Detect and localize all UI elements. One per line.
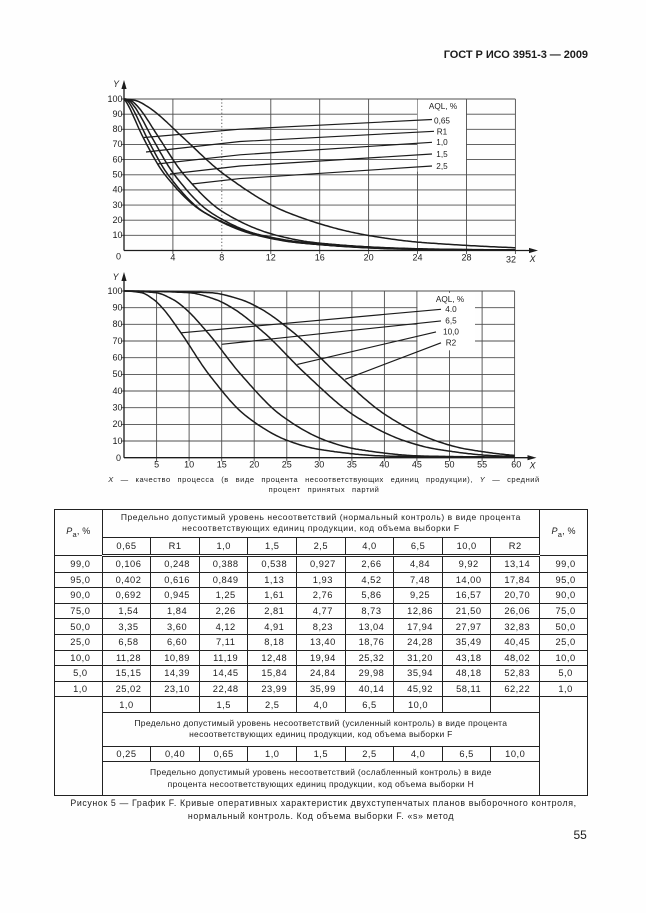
svg-text:30: 30 bbox=[314, 460, 324, 470]
svg-text:AQL, %: AQL, % bbox=[436, 295, 464, 304]
svg-text:15: 15 bbox=[217, 460, 227, 470]
svg-text:30: 30 bbox=[112, 403, 122, 413]
svg-text:0,65: 0,65 bbox=[434, 116, 450, 125]
svg-text:60: 60 bbox=[112, 154, 122, 164]
svg-text:1,5: 1,5 bbox=[436, 150, 448, 159]
svg-text:60: 60 bbox=[511, 460, 521, 470]
svg-text:12: 12 bbox=[266, 253, 276, 263]
svg-text:40: 40 bbox=[379, 460, 389, 470]
svg-text:2,5: 2,5 bbox=[436, 162, 448, 171]
svg-text:25: 25 bbox=[282, 460, 292, 470]
svg-text:50: 50 bbox=[112, 170, 122, 180]
svg-text:90: 90 bbox=[112, 303, 122, 313]
svg-text:X: X bbox=[529, 254, 537, 264]
svg-text:Y: Y bbox=[113, 272, 120, 282]
svg-text:8: 8 bbox=[219, 253, 224, 263]
svg-text:90: 90 bbox=[112, 109, 122, 119]
svg-text:100: 100 bbox=[107, 286, 122, 296]
svg-text:40: 40 bbox=[112, 185, 122, 195]
svg-text:80: 80 bbox=[112, 124, 122, 134]
svg-text:4.0: 4.0 bbox=[445, 305, 457, 314]
svg-text:35: 35 bbox=[347, 460, 357, 470]
svg-text:5: 5 bbox=[154, 460, 159, 470]
svg-text:70: 70 bbox=[112, 336, 122, 346]
svg-text:20: 20 bbox=[364, 253, 374, 263]
svg-text:10: 10 bbox=[184, 460, 194, 470]
svg-text:24: 24 bbox=[412, 253, 422, 263]
svg-text:4: 4 bbox=[170, 253, 175, 263]
svg-text:20: 20 bbox=[112, 215, 122, 225]
svg-text:10,0: 10,0 bbox=[443, 328, 459, 337]
svg-text:R1: R1 bbox=[437, 128, 448, 137]
svg-text:Y: Y bbox=[113, 79, 120, 89]
svg-text:X: X bbox=[529, 461, 537, 471]
svg-text:32: 32 bbox=[506, 255, 516, 265]
svg-text:80: 80 bbox=[112, 319, 122, 329]
svg-text:16: 16 bbox=[315, 253, 325, 263]
svg-text:70: 70 bbox=[112, 139, 122, 149]
svg-text:20: 20 bbox=[112, 419, 122, 429]
svg-text:45: 45 bbox=[412, 460, 422, 470]
svg-text:6,5: 6,5 bbox=[445, 317, 457, 326]
svg-text:50: 50 bbox=[112, 369, 122, 379]
svg-text:30: 30 bbox=[112, 200, 122, 210]
svg-text:R2: R2 bbox=[446, 339, 457, 348]
svg-text:28: 28 bbox=[461, 253, 471, 263]
svg-text:100: 100 bbox=[107, 94, 122, 104]
svg-text:55: 55 bbox=[477, 460, 487, 470]
svg-text:50: 50 bbox=[444, 460, 454, 470]
svg-text:10: 10 bbox=[112, 436, 122, 446]
svg-text:60: 60 bbox=[112, 353, 122, 363]
svg-text:0: 0 bbox=[116, 252, 121, 262]
svg-text:20: 20 bbox=[249, 460, 259, 470]
svg-text:1,0: 1,0 bbox=[436, 138, 448, 147]
svg-text:40: 40 bbox=[112, 386, 122, 396]
svg-text:10: 10 bbox=[112, 230, 122, 240]
svg-text:0: 0 bbox=[116, 453, 121, 463]
svg-text:AQL, %: AQL, % bbox=[429, 102, 457, 111]
